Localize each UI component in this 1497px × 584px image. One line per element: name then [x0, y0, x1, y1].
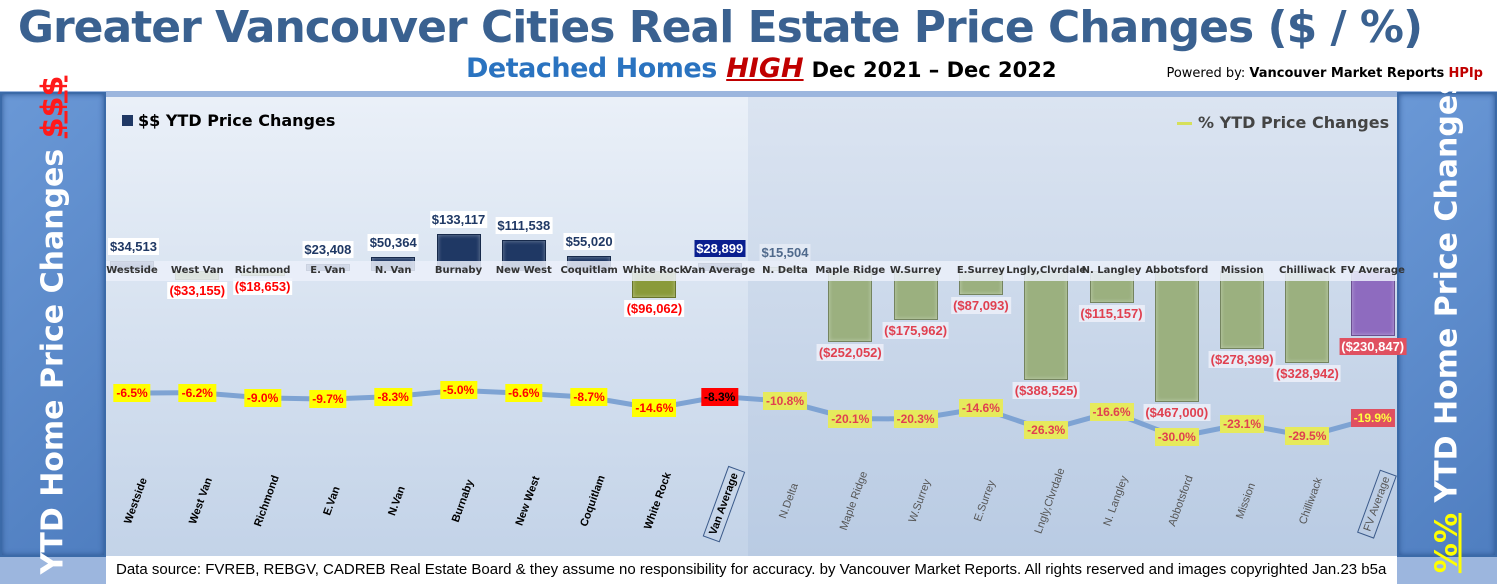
powered-brand: Vancouver Market Reports: [1249, 66, 1445, 81]
bar-data-label: $28,899: [694, 239, 746, 257]
bar-data-label: $50,364: [367, 233, 419, 251]
bar-data-label: ($96,062): [624, 299, 685, 317]
category-tick-label: New West: [495, 265, 552, 276]
category-tick-label: N. Langley: [1081, 265, 1142, 276]
percent-data-label: -19.9%: [1350, 409, 1395, 428]
percent-data-label: -14.6%: [958, 399, 1003, 418]
category-tick-label: Chilliwack: [1279, 265, 1336, 276]
percent-data-label: -20.3%: [893, 409, 938, 428]
percent-data-label: -8.7%: [570, 388, 608, 407]
percent-data-label: -10.8%: [762, 392, 808, 411]
percent-data-label: -23.1%: [1220, 415, 1265, 434]
right-panel: %% YTD Home Price Changes: [1397, 76, 1497, 573]
category-tick-label: Van Average: [684, 265, 756, 276]
percent-data-label: -6.5%: [113, 384, 151, 403]
percent-data-label: -16.6%: [1089, 403, 1134, 422]
category-tick-label: N. Van: [374, 265, 412, 276]
category-axis-band: [106, 261, 1397, 281]
bar-data-label: ($467,000): [1143, 403, 1211, 421]
percent-data-label: -8.3%: [701, 387, 739, 406]
percent-data-label: -29.5%: [1285, 427, 1330, 446]
bar-data-label: $34,513: [108, 238, 159, 256]
bar-data-label: ($87,093): [951, 297, 1011, 315]
bar: [1024, 271, 1069, 380]
bar: [828, 271, 873, 342]
category-tick-label: Maple Ridge: [815, 265, 886, 276]
category-tick-label: Mission: [1220, 265, 1264, 276]
legend-line-swatch-icon: [1177, 122, 1192, 125]
category-tick-label: W.Surrey: [889, 265, 942, 276]
powered-prefix: Powered by:: [1166, 66, 1246, 81]
bar-data-label: $55,020: [563, 232, 615, 250]
bar-data-label: ($252,052): [816, 343, 884, 361]
category-tick-label: Burnaby: [434, 265, 483, 276]
page-title: Greater Vancouver Cities Real Estate Pri…: [17, 2, 1423, 53]
bar-data-label: ($18,653): [232, 278, 293, 296]
category-tick-label: N. Delta: [762, 265, 808, 276]
percent-data-label: -8.3%: [374, 387, 412, 406]
category-tick-label: Lngly,Clvrdale: [1006, 265, 1087, 276]
category-tick-label: Abbotsford: [1145, 265, 1209, 276]
bar: [1220, 271, 1265, 349]
bar-data-label: $15,504: [759, 243, 811, 261]
category-tick-label: FV Average: [1340, 265, 1405, 276]
subtitle-type: Detached Homes: [466, 53, 717, 84]
percent-data-label: -6.6%: [505, 384, 543, 403]
legend-percent-label: % YTD Price Changes: [1198, 113, 1390, 132]
left-panel: YTD Home Price Changes $$$: [0, 75, 106, 574]
category-tick-label: White Rock: [622, 265, 687, 276]
bar-data-label: $23,408: [302, 241, 354, 259]
bar-data-label: ($230,847): [1339, 337, 1407, 355]
bar-data-label: ($33,155): [167, 282, 228, 300]
bar-data-label: ($388,525): [1012, 381, 1080, 399]
percent-data-label: -14.6%: [632, 399, 677, 418]
percent-data-label: -30.0%: [1154, 428, 1199, 447]
bar: [1350, 271, 1395, 336]
percent-data-label: -26.3%: [1024, 421, 1069, 440]
legend-dollar-label: $$ YTD Price Changes: [138, 111, 336, 130]
powered-by: Powered by: Vancouver Market Reports HPI…: [1166, 66, 1483, 81]
subtitle-period: Dec 2021 – Dec 2022: [811, 58, 1057, 82]
subtitle-tier: HIGH: [726, 53, 804, 84]
footer-source: Data source: FVREB, REBGV, CADREB Real E…: [106, 556, 1397, 584]
legend-bar-swatch-icon: [122, 115, 133, 126]
legend-dollar: $$ YTD Price Changes: [122, 111, 335, 130]
percent-data-label: -20.1%: [828, 409, 873, 428]
powered-hpi: HPIp: [1448, 66, 1483, 81]
percent-data-label: -9.0%: [243, 388, 282, 407]
category-tick-label: Westside: [106, 265, 158, 276]
percent-data-label: -9.7%: [309, 390, 347, 409]
bar: [1285, 271, 1330, 364]
legend-percent: % YTD Price Changes: [1177, 113, 1389, 132]
category-tick-label: Coquitlam: [560, 265, 618, 276]
bar-data-label: $111,538: [495, 216, 553, 234]
subtitle: Detached Homes HIGH Dec 2021 – Dec 2022: [466, 53, 1056, 84]
bar-data-label: ($115,157): [1078, 305, 1145, 323]
bar-data-label: ($328,942): [1273, 365, 1341, 383]
percent-data-label: -5.0%: [439, 381, 478, 400]
percent-data-label: -6.2%: [178, 383, 216, 402]
bar-data-label: ($175,962): [882, 322, 950, 340]
bar: [1154, 271, 1199, 402]
category-tick-label: West Van: [170, 265, 224, 276]
category-tick-label: E. Van: [310, 265, 346, 276]
bar-data-label: $133,117: [429, 210, 488, 228]
category-tick-label: E.Surrey: [956, 265, 1005, 276]
bar-data-label: ($278,399): [1208, 350, 1276, 368]
category-tick-label: Richmond: [234, 265, 291, 276]
